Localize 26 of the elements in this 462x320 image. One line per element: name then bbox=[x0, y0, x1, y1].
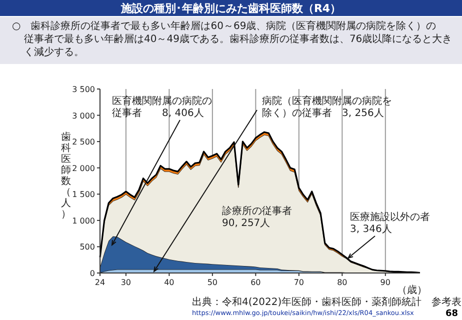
x-tick-label: 24 bbox=[94, 278, 106, 287]
y-axis-title: 歯科医師数（人） bbox=[61, 131, 71, 220]
annotation: 医療施設以外の者3, 346人 bbox=[350, 211, 430, 235]
y-tick-label: 0 bbox=[90, 269, 95, 278]
annotation: 診療所の従事者90, 257人 bbox=[222, 205, 292, 229]
y-tick-label: 2 500 bbox=[72, 138, 95, 147]
y-tick-label: 2 000 bbox=[72, 164, 95, 173]
annotation: 病院（医育機関附属の病院を除く）の従事者 3, 256人 bbox=[262, 95, 392, 119]
source-note: 出典：令和4(2022)年医師・歯科医師・薬剤師統計 参考表 bbox=[192, 296, 462, 308]
x-tick-label: 70 bbox=[294, 278, 304, 287]
annotation: 医育機関附属の病院の従事者 8, 406人 bbox=[112, 95, 212, 119]
x-tick-label: 30 bbox=[120, 278, 132, 287]
x-tick-label: 40 bbox=[164, 278, 174, 287]
y-tick-label: 3 500 bbox=[72, 85, 95, 94]
chart-title: 施設の種別･年齢別にみた歯科医師数（R4） bbox=[120, 2, 342, 15]
y-tick-label: 1 000 bbox=[72, 216, 95, 226]
text: 68 bbox=[445, 309, 458, 319]
x-axis-title: （歳） bbox=[397, 284, 427, 296]
x-tick-label: 80 bbox=[337, 278, 348, 287]
chart-subtitle: ○ 歯科診療所の従事者で最も多い年齢層は60～69歳、病院（医育機関附属の病院を除く）の従事者で最も多い年齢層は40～49歳である。歯科診療所の従事者数は、76歳以降になると大きく減少する。 bbox=[12, 20, 452, 58]
y-tick-label: 3 000 bbox=[72, 111, 95, 120]
x-tick-label: 50 bbox=[207, 278, 218, 287]
x-tick-label: 90 bbox=[380, 278, 390, 287]
y-tick-label: 1 500 bbox=[72, 190, 95, 200]
x-tick-label: 60 bbox=[250, 278, 261, 287]
y-tick-label: 500 bbox=[80, 242, 95, 252]
